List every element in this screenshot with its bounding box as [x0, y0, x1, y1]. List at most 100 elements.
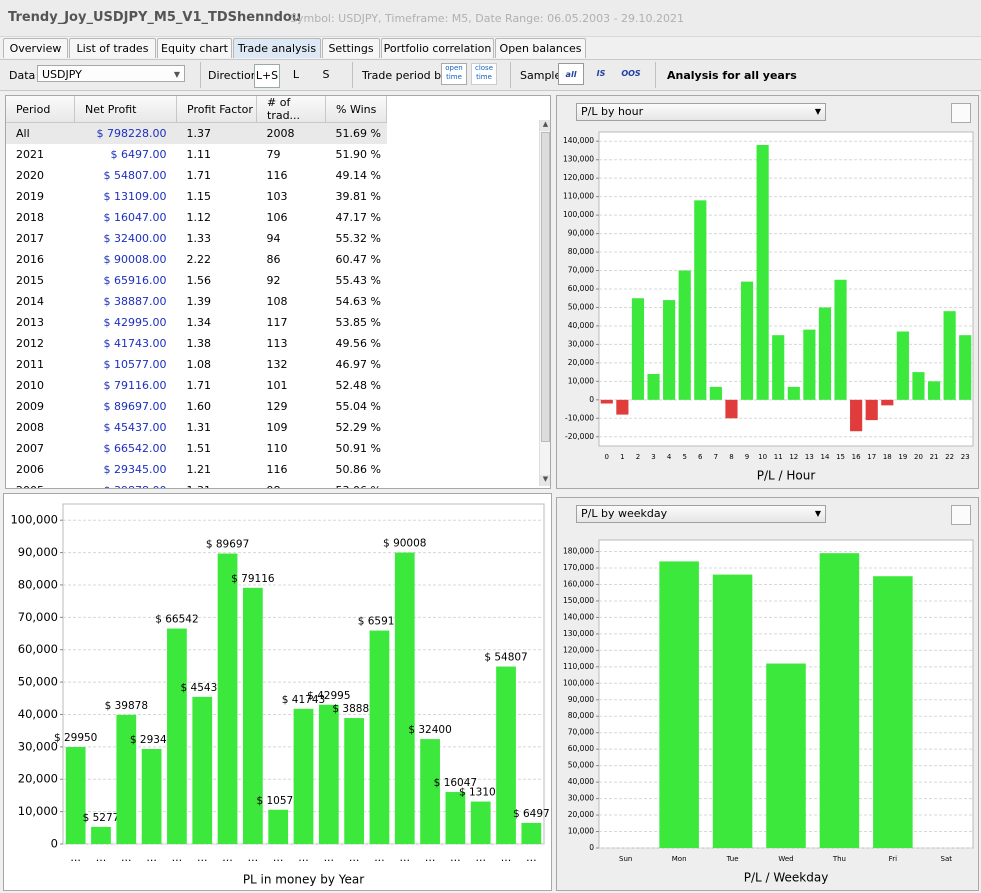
column-header: Period — [6, 96, 75, 123]
copy-button[interactable] — [951, 103, 971, 123]
label: Sample — [520, 69, 562, 82]
bar — [850, 399, 863, 432]
table-row: 2015 $ 65916.00 1.56 92 55.43 % — [6, 270, 387, 291]
column-header: % Wins — [325, 96, 387, 123]
table-cell: $ 45437.00 — [103, 421, 167, 434]
table-cell: 1.60 — [186, 400, 212, 413]
table-cell: 116 — [266, 463, 288, 476]
direction-button[interactable]: L — [292, 68, 300, 81]
tab[interactable]: Portfolio correlation — [381, 38, 494, 58]
chart-select[interactable]: P/L by weekday ▼ — [576, 505, 826, 523]
bar — [318, 704, 339, 844]
x-tick-label: 13 — [805, 453, 814, 461]
y-tick-label: 130,000 — [563, 629, 594, 638]
table-row: 2007 $ 66542.00 1.51 110 50.91 % — [6, 438, 387, 459]
tab[interactable]: Open balances — [495, 38, 586, 58]
y-tick-label: 50,000 — [18, 675, 58, 689]
y-tick-label: 50,000 — [568, 761, 594, 770]
sample-button[interactable]: OOS — [621, 69, 641, 78]
tab[interactable]: Overview — [3, 38, 68, 58]
tab[interactable]: Equity chart — [157, 38, 232, 58]
table-cell: 94 — [266, 232, 281, 245]
table-cell: 1.56 — [186, 274, 212, 287]
y-tick-label: 20,000 — [568, 810, 594, 819]
x-tick-label: 0 — [605, 453, 609, 461]
y-tick-label: 130,000 — [563, 155, 594, 164]
scrollbar[interactable]: ▲ ▼ — [539, 120, 550, 486]
separator — [655, 62, 656, 88]
y-tick-label: -20,000 — [565, 432, 594, 441]
table-row: 2011 $ 10577.00 1.08 132 46.97 % — [6, 354, 387, 375]
table-cell: 2007 — [16, 442, 44, 455]
y-tick-label: 110,000 — [563, 662, 594, 671]
open-time-button[interactable]: open time — [441, 63, 467, 85]
data-label: $ 32400 — [408, 724, 451, 736]
data-label: $ 38887 — [332, 703, 375, 715]
table-cell: 1.39 — [186, 295, 212, 308]
table-cell: 1.38 — [186, 337, 212, 350]
label: Direction — [208, 69, 258, 82]
table-cell: 2013 — [16, 316, 44, 329]
table-cell: 2006 — [16, 463, 44, 476]
sample-button[interactable]: IS — [596, 69, 606, 78]
x-tick-label: 19 — [898, 453, 907, 461]
x-tick-label: ... — [146, 851, 157, 864]
x-tick-label: ... — [298, 851, 309, 864]
x-tick-label: ... — [526, 851, 537, 864]
table-cell: 2012 — [16, 337, 44, 350]
bar — [819, 553, 860, 848]
sample-button[interactable]: all — [558, 63, 584, 85]
table-row: 2014 $ 38887.00 1.39 108 54.63 % — [6, 291, 387, 312]
table-row: 2009 $ 89697.00 1.60 129 55.04 % — [6, 396, 387, 417]
bar — [873, 576, 913, 848]
select-value: P/L by hour — [581, 105, 644, 118]
window-title: Trendy_Joy_USDJPY_M5_V1_TDShenndou — [8, 10, 302, 25]
table-cell: 2016 — [16, 253, 44, 266]
x-tick-label: ... — [349, 851, 360, 864]
y-tick-label: 100,000 — [563, 678, 594, 687]
y-tick-label: 30,000 — [18, 739, 58, 753]
separator — [352, 62, 353, 88]
y-tick-label: 60,000 — [568, 284, 594, 293]
x-tick-label: 7 — [714, 453, 718, 461]
data-label: $ 90008 — [383, 538, 426, 550]
y-tick-label: 20,000 — [18, 772, 58, 786]
table-cell: $ 89697.00 — [103, 400, 167, 413]
y-tick-label: 60,000 — [568, 744, 594, 753]
data-label: $ 10577 — [256, 795, 299, 807]
table-cell: 1.34 — [186, 316, 212, 329]
table-cell: 54.63 % — [335, 295, 381, 308]
table-cell: 39.81 % — [335, 190, 381, 203]
chart-panel: P/L by weekday ▼ 0 10,000 20,000 30,000 40,00… — [556, 497, 979, 891]
bar — [803, 329, 816, 400]
table-cell: 2018 — [16, 211, 44, 224]
close-time-button[interactable]: close time — [471, 63, 497, 85]
bar — [912, 372, 925, 400]
data-label: $ 45437 — [181, 682, 224, 694]
direction-button[interactable]: S — [322, 68, 330, 81]
x-tick-label: 5 — [682, 453, 686, 461]
chart-select[interactable]: P/L by hour ▼ — [576, 103, 826, 121]
table-cell: 53.06 % — [326, 480, 387, 488]
y-tick-label: 100,000 — [563, 210, 594, 219]
x-tick-label: Mon — [672, 855, 687, 863]
table-cell: 53.85 % — [335, 316, 381, 329]
window-subtitle: Symbol: USDJPY, Timeframe: M5, Date Rang… — [290, 12, 685, 25]
x-tick-label: ... — [425, 851, 436, 864]
data-select[interactable]: USDJPY ▼ — [37, 65, 185, 82]
table-cell: 1.33 — [186, 232, 212, 245]
tab[interactable]: Settings — [322, 38, 380, 58]
tab[interactable]: Trade analysis — [233, 38, 321, 58]
y-tick-label: 170,000 — [563, 563, 594, 572]
x-axis-title: P/L / Weekday — [744, 871, 829, 885]
x-tick-label: ... — [273, 851, 284, 864]
copy-button[interactable] — [951, 505, 971, 525]
table-row: All $ 798228.00 1.37 2008 51.69 % — [6, 122, 387, 144]
x-tick-label: 8 — [729, 453, 733, 461]
direction-button[interactable]: L+S — [254, 64, 280, 88]
tab[interactable]: List of trades — [69, 38, 156, 58]
data-label: $ 66542 — [155, 614, 198, 626]
x-tick-label: ... — [197, 851, 208, 864]
y-tick-label: 90,000 — [568, 229, 594, 238]
